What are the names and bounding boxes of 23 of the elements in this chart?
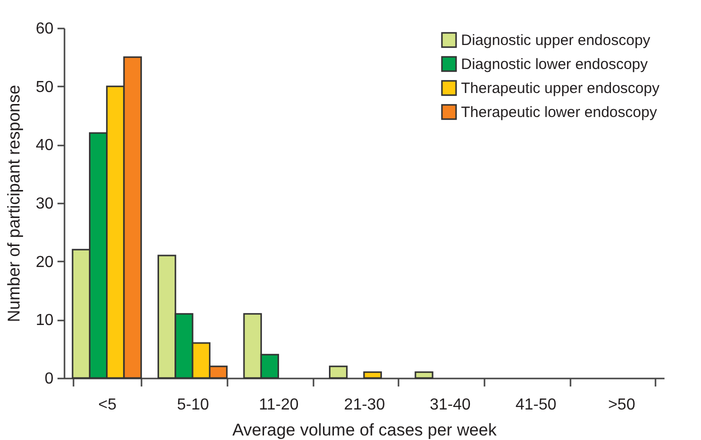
bar <box>414 371 434 379</box>
x-tick-label: <5 <box>98 396 117 414</box>
x-tick-label: 41-50 <box>515 396 556 414</box>
x-axis-title: Average volume of cases per week <box>232 420 498 440</box>
bar <box>328 366 348 379</box>
y-tick-label: 40 <box>36 137 54 154</box>
y-tick-label: 30 <box>36 196 54 212</box>
x-tick-label: >50 <box>608 396 636 414</box>
y-tick-label: 10 <box>36 312 54 330</box>
legend-label: Diagnostic lower endoscopy <box>461 56 648 73</box>
legend-label: Therapeutic lower endoscopy <box>461 104 658 121</box>
legend-label: Diagnostic upper endoscopy <box>461 32 651 49</box>
x-tick-label: 5-10 <box>177 396 210 414</box>
bar <box>363 371 382 379</box>
y-tick-label: 60 <box>36 20 54 38</box>
x-tick-label: 21-30 <box>344 396 386 414</box>
y-tick-label: 50 <box>36 78 54 96</box>
y-tick-label: 20 <box>36 254 54 271</box>
x-tick-label: 11-20 <box>258 396 299 414</box>
y-axis-title: Number of participant response <box>4 84 24 322</box>
legend-label: Therapeutic upper endoscopy <box>461 80 660 97</box>
x-tick-label: 31-40 <box>430 396 471 414</box>
y-tick-label: 0 <box>44 370 54 388</box>
